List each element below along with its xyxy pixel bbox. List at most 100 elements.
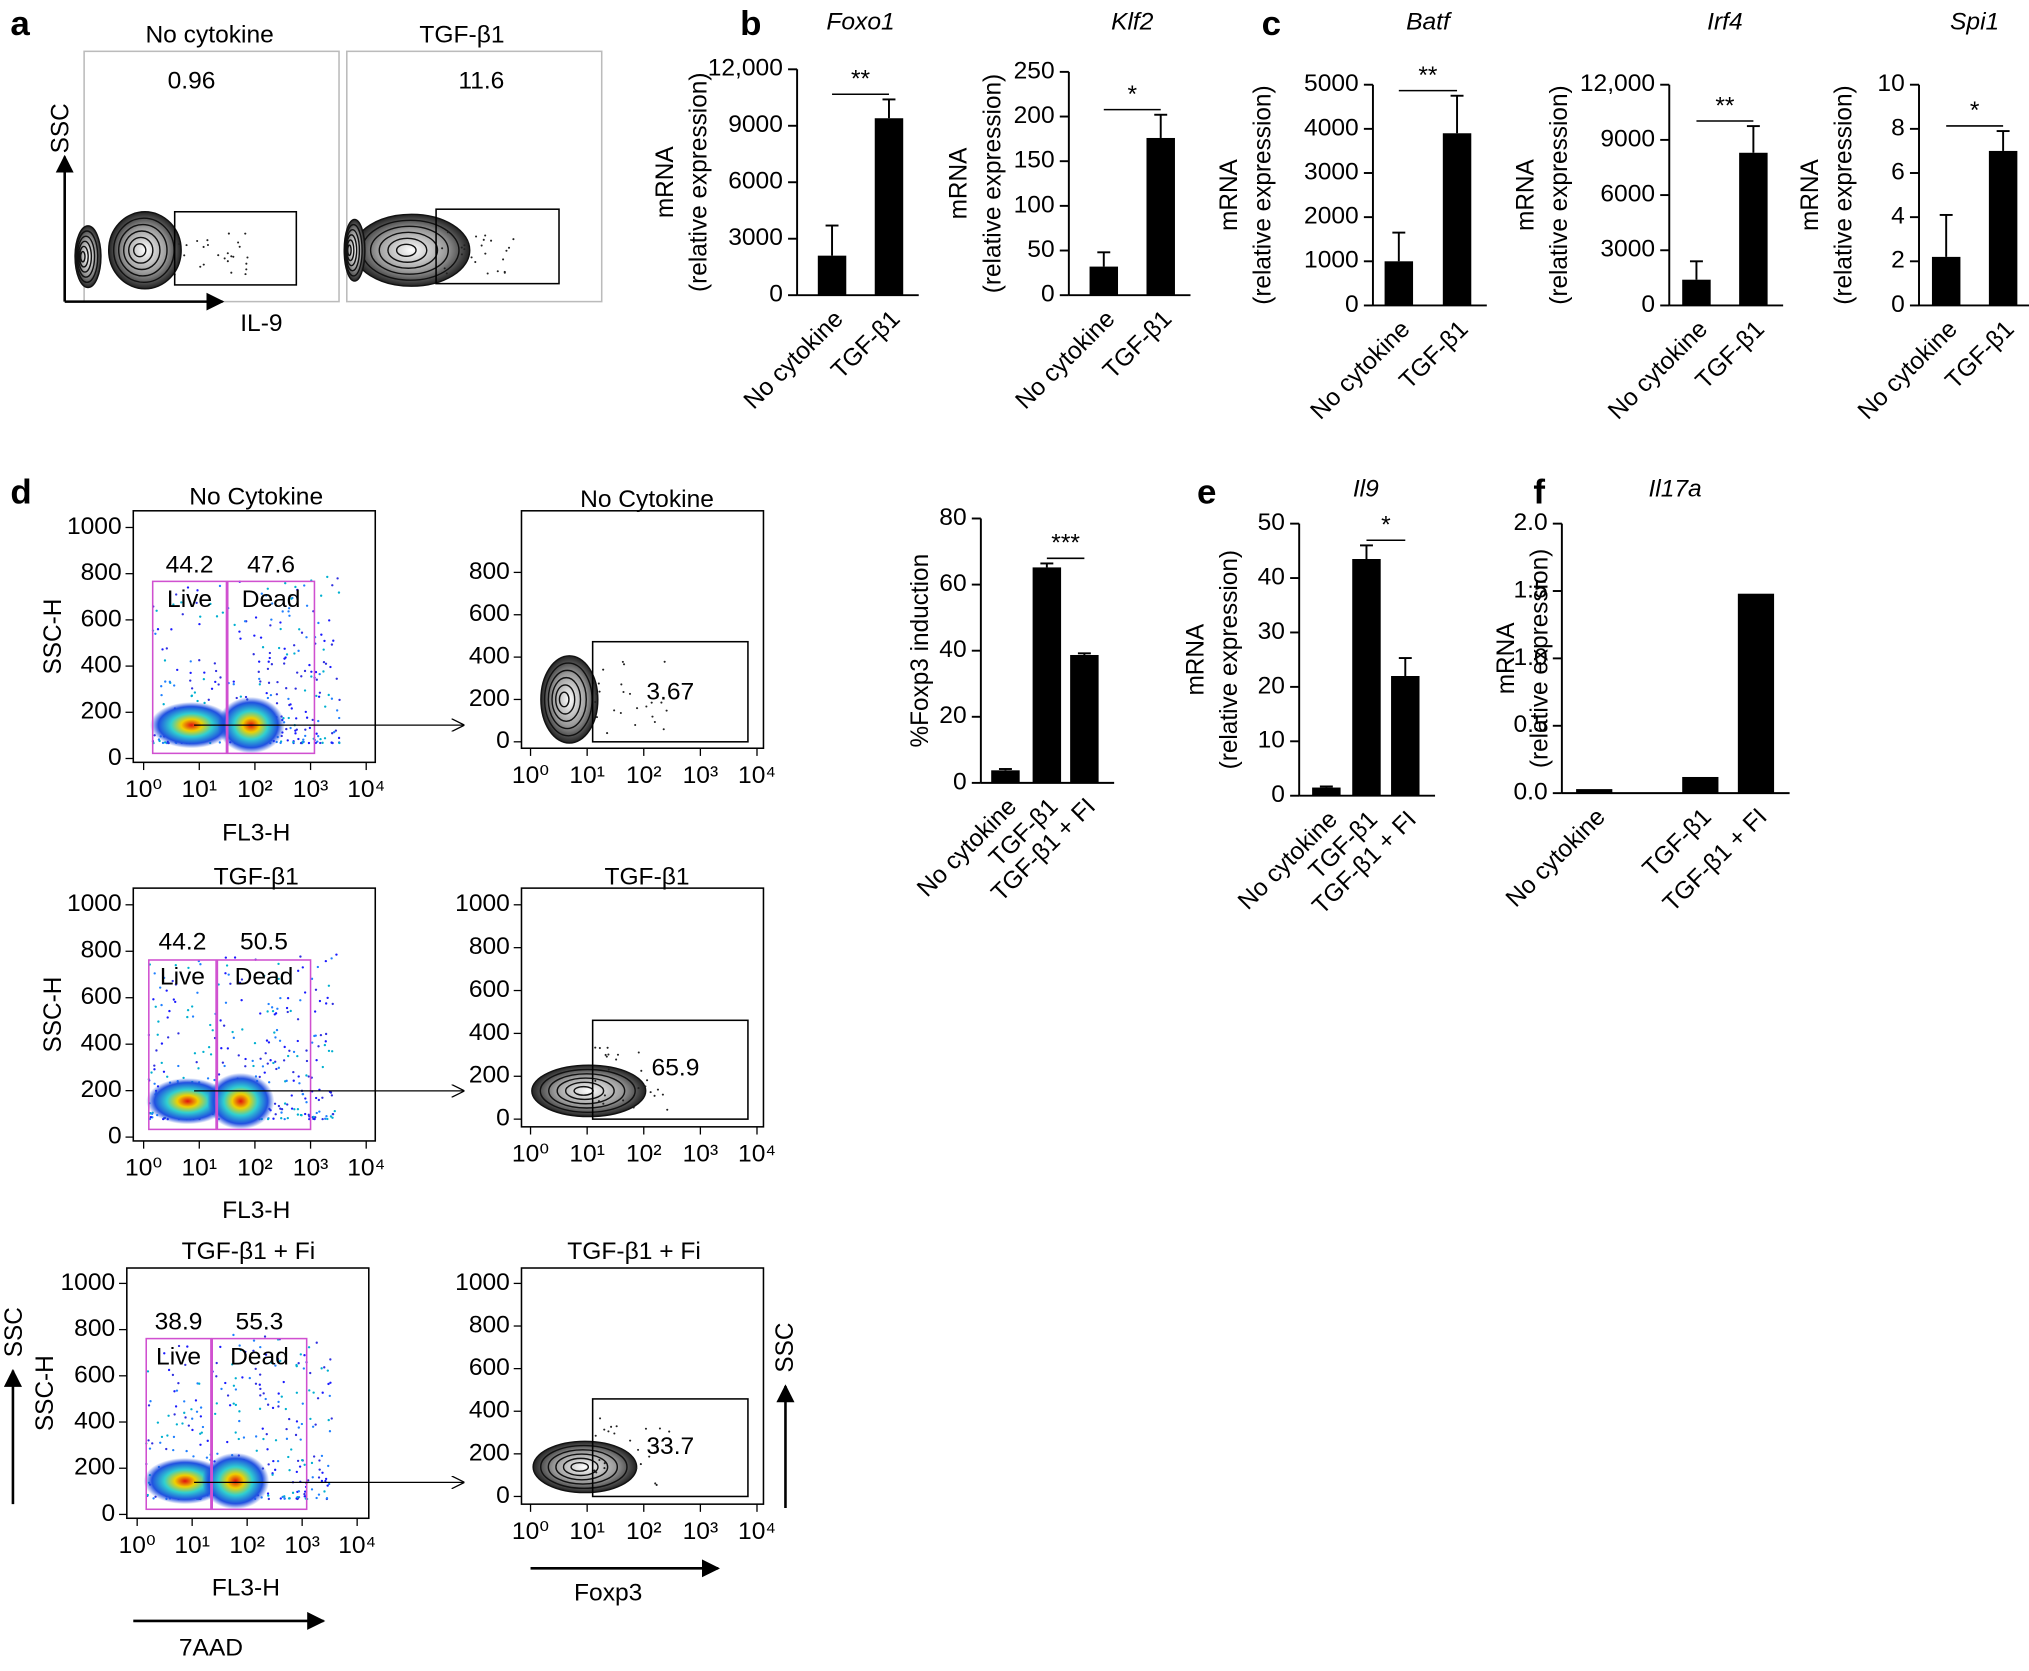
event-dot <box>225 964 229 967</box>
event-dot <box>198 1382 201 1385</box>
event-dot <box>292 741 295 744</box>
event-dot <box>165 1447 168 1451</box>
event-dot <box>272 1061 275 1065</box>
event-dot <box>297 1075 300 1078</box>
event-dot <box>244 1057 247 1061</box>
event-dot <box>266 1492 270 1495</box>
event-dot <box>293 1108 296 1111</box>
event-dot <box>237 1054 240 1057</box>
event-dot <box>166 1036 170 1039</box>
event-dot <box>172 998 175 1001</box>
event-dot <box>288 1469 291 1472</box>
event-dot <box>230 255 233 258</box>
event-dot <box>607 1430 610 1433</box>
event-dot <box>597 1100 601 1103</box>
event-dot <box>232 1384 236 1387</box>
event-dot <box>311 1476 314 1479</box>
event-dot <box>248 1376 251 1380</box>
event-dot <box>266 1062 269 1065</box>
event-dot <box>603 1428 606 1431</box>
y-tick-label: 0 <box>1271 781 1285 808</box>
event-dot <box>259 1012 262 1015</box>
event-dot <box>277 1392 280 1395</box>
event-dot <box>285 1437 289 1440</box>
event-dot <box>196 589 199 592</box>
y-tick-label: 80 <box>939 504 966 531</box>
plot-title: No Cytokine <box>580 486 714 513</box>
x-tick-label: 10³ <box>683 762 719 789</box>
event-dot <box>338 716 341 720</box>
event-dot <box>328 619 331 622</box>
event-dot <box>263 1335 267 1338</box>
event-dot <box>186 1009 190 1012</box>
event-dot <box>202 263 205 266</box>
event-dot <box>329 1358 332 1361</box>
contour <box>555 684 576 715</box>
event-dot <box>279 1497 282 1500</box>
event-dot <box>286 739 289 742</box>
gate-name: Live <box>156 1343 201 1370</box>
plot-frame <box>346 50 603 303</box>
event-dot <box>214 669 218 673</box>
y-axis-label: (relative expression) <box>1546 85 1573 304</box>
event-dot <box>153 972 156 975</box>
event-dot <box>191 1417 194 1420</box>
event-dot <box>266 587 269 590</box>
event-dot <box>654 1482 657 1485</box>
gate <box>173 210 298 286</box>
event-dot <box>290 1448 293 1451</box>
panel-letter: d <box>10 473 31 511</box>
event-dot <box>159 1441 162 1444</box>
event-dot <box>171 1373 175 1377</box>
event-dot <box>193 1052 197 1055</box>
event-dot <box>216 1452 219 1455</box>
event-dot <box>490 239 493 242</box>
event-dot <box>272 1117 275 1120</box>
x-tick-label: 10² <box>626 1518 662 1545</box>
event-dot <box>280 1108 284 1111</box>
y-tick-label: 250 <box>1014 57 1055 84</box>
event-dot <box>267 1494 270 1497</box>
event-dot <box>294 1433 298 1437</box>
event-dot <box>310 1488 314 1491</box>
event-dot <box>157 1020 160 1023</box>
event-dot <box>319 741 322 745</box>
event-dot <box>305 716 309 719</box>
event-dot <box>190 694 193 698</box>
event-dot <box>278 1039 282 1042</box>
y-tick-label: 1000 <box>67 513 122 540</box>
event-dot <box>262 1437 265 1441</box>
event-dot <box>217 254 220 257</box>
event-dot <box>201 1425 205 1429</box>
y-axis-label: mRNA <box>1182 623 1209 695</box>
event-dot <box>239 637 242 640</box>
event-dot <box>296 594 299 597</box>
event-dot <box>274 1364 277 1367</box>
event-dot <box>285 1427 288 1431</box>
event-dot <box>616 1053 620 1056</box>
x-tick-label: 10¹ <box>569 1141 605 1168</box>
event-dot <box>252 1064 255 1068</box>
event-dot <box>181 1422 184 1425</box>
gate-label: 11.6 <box>458 68 504 95</box>
event-dot <box>323 737 327 740</box>
event-dot <box>283 1117 286 1121</box>
event-dot <box>233 956 237 959</box>
event-dot <box>328 1394 331 1398</box>
event-dot <box>308 663 311 667</box>
event-dot <box>484 234 487 237</box>
event-dot <box>319 737 322 741</box>
y-tick-label: 0 <box>496 1105 510 1132</box>
event-dot <box>227 232 230 235</box>
event-dot <box>305 1059 309 1063</box>
event-dot <box>226 252 229 255</box>
gate-value: 55.3 <box>236 1309 284 1336</box>
event-dot <box>313 1117 316 1121</box>
event-dot <box>168 680 172 683</box>
event-dot <box>304 710 307 714</box>
event-dot <box>257 670 260 673</box>
event-dot <box>215 615 219 618</box>
event-dot <box>651 715 654 718</box>
event-dot <box>331 584 334 587</box>
event-dot <box>259 1057 262 1060</box>
